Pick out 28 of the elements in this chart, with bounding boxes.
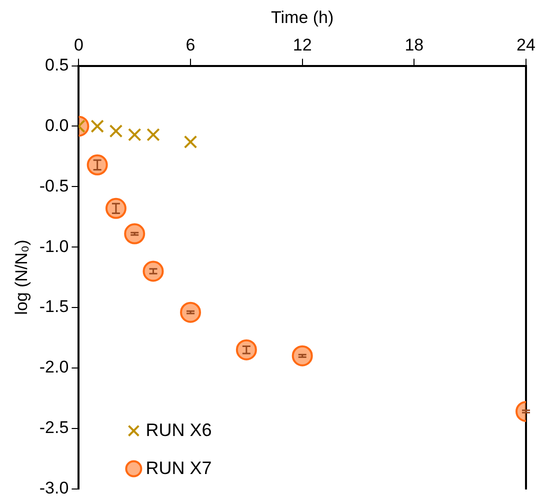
y-tick-label: 0.0 — [45, 116, 69, 135]
y-axis-title: log (N/N₀) — [12, 240, 31, 315]
point — [105, 198, 126, 219]
x-tick-label: 24 — [516, 35, 536, 54]
point — [109, 124, 123, 138]
point — [90, 120, 104, 133]
x-tick-label: 18 — [404, 35, 424, 54]
y-tick-label: -1.0 — [39, 236, 69, 256]
point — [142, 260, 164, 282]
point — [124, 223, 146, 244]
y-tick-label: -1.5 — [39, 297, 69, 316]
legend-label: RUN X7 — [146, 458, 212, 478]
point — [184, 135, 198, 149]
y-tick-label: -0.5 — [39, 176, 69, 196]
point — [86, 154, 108, 176]
x-axis-title: Time (h) — [271, 8, 334, 27]
point — [180, 302, 202, 323]
y-tick-label: -2.5 — [39, 418, 69, 438]
x-tick-label: 6 — [186, 35, 196, 54]
x-tick-label: 0 — [74, 35, 84, 54]
y-tick-label: 0.5 — [45, 55, 69, 74]
point — [236, 339, 257, 360]
point — [128, 128, 142, 142]
point — [146, 128, 160, 142]
legend-label: RUN X6 — [146, 420, 212, 440]
y-tick-label: -3.0 — [39, 478, 69, 498]
y-tick-label: -2.0 — [39, 358, 69, 377]
x-tick-label: 12 — [292, 35, 312, 54]
